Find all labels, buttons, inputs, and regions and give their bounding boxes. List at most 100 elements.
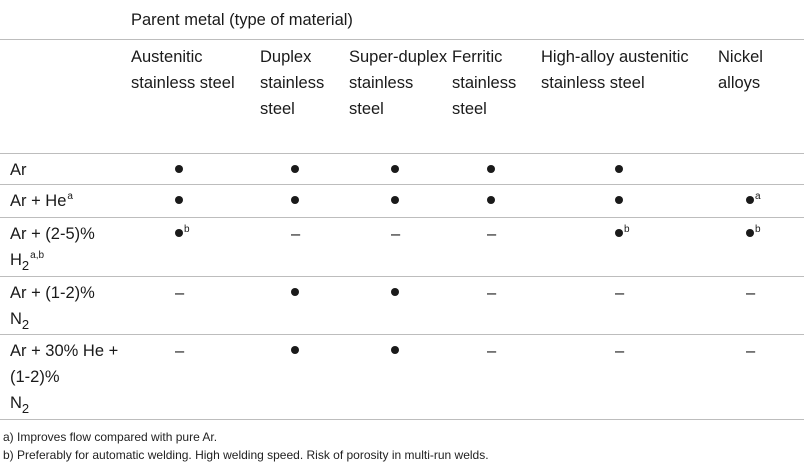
recommended-dot-icon (175, 228, 183, 237)
recommended-dot-icon (291, 195, 299, 204)
recommended-dot-icon (391, 164, 399, 173)
compatibility-cell (452, 153, 541, 184)
gas-name: Ar + (2-5)% (10, 224, 95, 243)
not-applicable-dash: – (487, 224, 497, 243)
subscript: 2 (21, 400, 30, 416)
gas-name-cell: Ar + 30% He + (1-2)% N2 (0, 334, 131, 419)
recommended-dot-icon (175, 164, 183, 173)
compatibility-cell (260, 334, 349, 419)
footnote: b) Preferably for automatic welding. Hig… (3, 448, 489, 462)
group-header: Parent metal (type of material) (131, 11, 353, 29)
gas-name-cell: Ar (0, 153, 131, 184)
compatibility-cell: – (718, 334, 804, 419)
gas-name-cell: Ar + (2-5)% H2a,b (0, 217, 131, 276)
column-header: Super-duplex stainless steel (349, 47, 448, 118)
not-applicable-dash: – (487, 283, 497, 302)
footnotes: a) Improves flow compared with pure Ar. … (3, 428, 489, 464)
recommended-dot-icon (615, 195, 623, 204)
column-header-row: Austenitic stainless steel Duplex stainl… (0, 39, 804, 153)
footnote: a) Improves flow compared with pure Ar. (3, 430, 218, 444)
compatibility-cell (349, 334, 452, 419)
compatibility-cell (541, 184, 718, 217)
not-applicable-dash: – (487, 341, 497, 360)
recommended-dot-icon (291, 345, 299, 354)
shielding-gas-table: Parent metal (type of material) Austenit… (0, 0, 804, 419)
recommended-dot-icon (291, 164, 299, 173)
gas-name-element: N (10, 309, 22, 328)
compatibility-cell (541, 153, 718, 184)
gas-name-cell: Ar + Hea (0, 184, 131, 217)
subscript: 2 (21, 257, 30, 273)
column-header: Austenitic stainless steel (131, 47, 235, 92)
compatibility-cell (260, 184, 349, 217)
compatibility-cell (349, 184, 452, 217)
recommended-dot-icon (291, 287, 299, 296)
not-applicable-dash: – (615, 341, 625, 360)
corner-cell (0, 39, 131, 153)
recommended-dot-icon (746, 228, 754, 237)
table-row: Ar (0, 153, 804, 184)
gas-name: Ar + (1-2)% (10, 283, 95, 302)
compatibility-cell: – (349, 217, 452, 276)
gas-name: Ar + 30% He + (1-2)% (10, 341, 119, 386)
compatibility-cell: a (718, 184, 804, 217)
compatibility-cell (718, 153, 804, 184)
compatibility-cell (131, 153, 260, 184)
not-applicable-dash: – (746, 283, 756, 302)
compatibility-cell: b (541, 217, 718, 276)
recommended-dot-icon (746, 195, 754, 204)
footnote-ref: a (755, 190, 761, 202)
compatibility-cell: – (452, 334, 541, 419)
footnote-ref: a (67, 190, 73, 202)
gas-name: Ar (10, 160, 27, 179)
table-row: Ar + (2-5)% H2a,b b – – – b b (0, 217, 804, 276)
recommended-dot-icon (487, 195, 495, 204)
footnote-ref: b (624, 223, 630, 235)
corner-cell (0, 0, 131, 39)
recommended-dot-icon (615, 228, 623, 237)
compatibility-cell (452, 184, 541, 217)
recommended-dot-icon (391, 195, 399, 204)
footnote-ref: b (755, 223, 761, 235)
not-applicable-dash: – (175, 341, 185, 360)
gas-name-element: N (10, 393, 22, 412)
compatibility-cell (349, 153, 452, 184)
column-header: Nickel alloys (718, 47, 763, 92)
not-applicable-dash: – (746, 341, 756, 360)
recommended-dot-icon (487, 164, 495, 173)
compatibility-cell (349, 276, 452, 334)
not-applicable-dash: – (175, 283, 185, 302)
recommended-dot-icon (391, 345, 399, 354)
compatibility-cell: – (541, 276, 718, 334)
compatibility-cell: – (452, 276, 541, 334)
compatibility-cell: b (131, 217, 260, 276)
not-applicable-dash: – (291, 224, 301, 243)
recommended-dot-icon (175, 195, 183, 204)
column-header: High-alloy austenitic stainless steel (541, 47, 689, 92)
not-applicable-dash: – (391, 224, 401, 243)
compatibility-cell: – (541, 334, 718, 419)
compatibility-cell: – (131, 276, 260, 334)
footnote-ref: b (184, 223, 190, 235)
table-row: Ar + Hea a (0, 184, 804, 217)
subscript: 2 (21, 316, 30, 332)
recommended-dot-icon (615, 164, 623, 173)
compatibility-cell: – (131, 334, 260, 419)
table-body: Ar Ar + Hea a Ar + (2-5)% H2a,b b – – – b b Ar + (1… (0, 153, 804, 419)
footnote-ref: a,b (30, 249, 45, 261)
compatibility-cell (131, 184, 260, 217)
gas-name: Ar + He (10, 191, 67, 210)
group-header-row: Parent metal (type of material) (0, 0, 804, 39)
compatibility-cell (260, 276, 349, 334)
column-header: Ferritic stainless steel (452, 47, 517, 118)
compatibility-cell: – (718, 276, 804, 334)
compatibility-cell: – (260, 217, 349, 276)
compatibility-cell (260, 153, 349, 184)
table-row: Ar + 30% He + (1-2)% N2 – – – – (0, 334, 804, 419)
compatibility-cell: b (718, 217, 804, 276)
compatibility-cell: – (452, 217, 541, 276)
gas-name-element: H (10, 250, 22, 269)
table-row: Ar + (1-2)% N2 – – – – (0, 276, 804, 334)
column-header: Duplex stainless steel (260, 47, 325, 118)
